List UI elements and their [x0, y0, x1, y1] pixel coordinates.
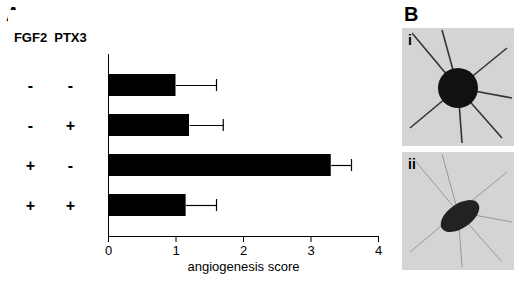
html-text:i: i: [408, 32, 412, 48]
svg-text:+: +: [26, 197, 35, 214]
svg-text:-: -: [28, 117, 33, 134]
svg-text:+: +: [66, 117, 75, 134]
html-text:B: B: [404, 3, 419, 25]
svg-text:0: 0: [105, 243, 112, 258]
svg-text:-: -: [68, 77, 73, 94]
svg-text:3: 3: [307, 243, 314, 258]
svg-text:FGF2: FGF2: [14, 30, 47, 45]
html-text:A: A: [6, 3, 21, 25]
html-text:ii: ii: [408, 156, 416, 172]
svg-text:PTX3: PTX3: [54, 30, 87, 45]
svg-text:2: 2: [240, 243, 247, 258]
svg-text:1: 1: [172, 243, 179, 258]
svg-text:+: +: [66, 197, 75, 214]
svg-text:4: 4: [375, 243, 382, 258]
svg-text:-: -: [68, 157, 73, 174]
svg-text:angiogenesis score: angiogenesis score: [187, 259, 299, 274]
svg-text:-: -: [28, 77, 33, 94]
svg-text:+: +: [26, 157, 35, 174]
